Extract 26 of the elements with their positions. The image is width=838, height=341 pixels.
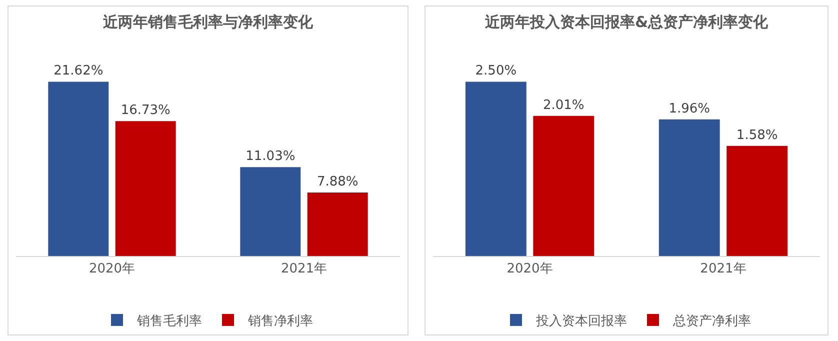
legend-label: 销售净利率 <box>247 313 313 330</box>
data-label: 21.62% <box>54 64 104 79</box>
x-tick-label: 2020年 <box>88 262 136 277</box>
legend-label: 总资产净利率 <box>672 313 751 330</box>
data-label: 1.96% <box>668 101 710 116</box>
chart-title: 近两年投入资本回报率&总资产净利率变化 <box>484 13 770 31</box>
legend-label: 投入资本回报率 <box>535 313 627 330</box>
bar <box>726 146 788 256</box>
bar <box>240 167 301 256</box>
data-label: 2.50% <box>475 64 517 79</box>
bar <box>307 192 368 256</box>
bar <box>48 82 109 256</box>
data-label: 7.88% <box>316 174 358 190</box>
bar <box>533 116 594 256</box>
data-label: 11.03% <box>246 149 296 164</box>
x-tick-label: 2020年 <box>506 262 553 277</box>
data-label: 1.58% <box>736 128 778 143</box>
data-label: 16.73% <box>120 103 170 118</box>
bar <box>115 121 176 256</box>
bar <box>658 119 720 256</box>
x-tick-label: 2021年 <box>280 262 328 277</box>
legend-label: 销售毛利率 <box>136 313 202 330</box>
x-tick-label: 2021年 <box>700 262 746 277</box>
data-label: 2.01% <box>542 98 584 113</box>
chart-title: 近两年销售毛利率与净利率变化 <box>102 13 314 31</box>
bar <box>465 82 526 256</box>
